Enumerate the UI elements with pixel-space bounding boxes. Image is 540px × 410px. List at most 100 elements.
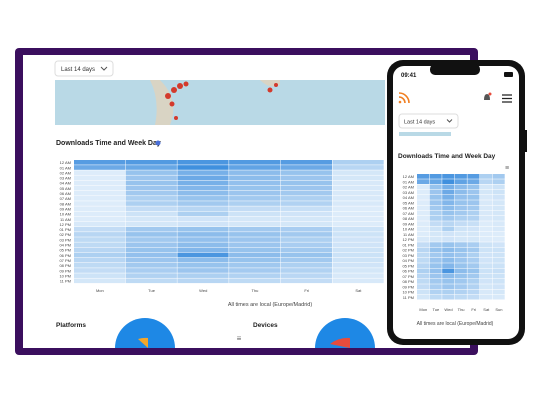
heat-cell: [177, 185, 229, 191]
heat-cell: [332, 211, 384, 217]
hour-label: 07 AM: [60, 196, 71, 201]
heat-cell: [442, 242, 455, 247]
heat-cell: [492, 205, 505, 211]
heat-cell: [280, 263, 332, 268]
day-label: Sat: [355, 288, 362, 293]
day-label: Thu: [251, 288, 258, 293]
heat-cell: [442, 221, 455, 226]
heat-cell: [229, 180, 281, 186]
heat-cell: [332, 185, 384, 191]
heat-cell: [454, 237, 467, 242]
range-select[interactable]: [54, 60, 114, 77]
heat-cell: [417, 268, 430, 274]
heat-cell: [480, 247, 493, 253]
devices-title: Devices: [253, 322, 278, 329]
heatmap-title: Downloads Time and Week Day: [56, 140, 161, 147]
heat-cell: [74, 263, 126, 268]
heat-cell: [125, 247, 177, 253]
heat-cell: [280, 170, 332, 175]
heat-cell: [177, 268, 229, 273]
hour-label: 12 AM: [403, 174, 414, 179]
heat-cell: [74, 226, 126, 232]
heat-cell: [332, 252, 384, 258]
heat-cell: [74, 180, 126, 186]
heat-cell: [467, 284, 480, 289]
heat-cell: [454, 258, 467, 263]
heat-cell: [442, 189, 455, 195]
notch: [430, 64, 480, 75]
heat-cell: [492, 252, 505, 258]
heat-cell: [429, 268, 442, 274]
heat-cell: [417, 210, 430, 216]
heat-cell: [280, 206, 332, 211]
heat-cell: [417, 237, 430, 242]
heat-cell: [429, 242, 442, 247]
heat-cell: [229, 175, 281, 181]
heat-cell: [125, 175, 177, 181]
heat-cell: [429, 216, 442, 221]
heat-cell: [429, 279, 442, 284]
heat-cell: [177, 211, 229, 217]
heat-cell: [454, 279, 467, 284]
heat-cell: [417, 263, 430, 268]
heat-cell: [125, 190, 177, 196]
day-label: Wed: [444, 307, 452, 312]
heat-cell: [492, 268, 505, 274]
hour-label: 11 PM: [403, 295, 414, 300]
heat-cell: [229, 160, 281, 165]
heat-cell: [429, 247, 442, 253]
heat-cell: [454, 179, 467, 184]
heat-cell: [74, 232, 126, 237]
hour-label: 05 AM: [403, 200, 414, 205]
heat-cell: [229, 196, 281, 201]
heat-cell: [492, 174, 505, 179]
heat-cell: [332, 257, 384, 263]
heat-cell: [177, 232, 229, 237]
day-label: Thu: [458, 307, 465, 312]
menu-icon[interactable]: ≡: [237, 334, 242, 343]
hour-label: 04 AM: [60, 181, 71, 186]
heat-cell: [492, 258, 505, 263]
heat-cell: [480, 263, 493, 268]
menu-icon[interactable]: ≡: [505, 165, 509, 172]
heat-cell: [177, 278, 229, 284]
heat-cell: [229, 263, 281, 268]
heat-cell: [280, 252, 332, 258]
heat-cell: [125, 196, 177, 201]
heat-cell: [429, 179, 442, 184]
heat-cell: [492, 184, 505, 190]
heat-cell: [74, 268, 126, 273]
heat-cell: [332, 190, 384, 196]
heat-cell: [442, 200, 455, 205]
platforms-title: Platforms: [56, 322, 86, 329]
heat-cell: [480, 221, 493, 226]
heat-cell: [229, 268, 281, 273]
hour-label: 01 PM: [402, 242, 414, 247]
heat-cell: [442, 294, 455, 300]
bell[interactable]: [484, 94, 490, 100]
heat-cell: [429, 263, 442, 268]
heat-cell: [467, 221, 480, 226]
hamburger[interactable]: [502, 94, 512, 103]
heat-cell: [332, 268, 384, 273]
heat-cell: [417, 179, 430, 184]
heat-cell: [442, 237, 455, 242]
heat-cell: [442, 174, 455, 179]
heat-cell: [429, 221, 442, 226]
hour-label: 11 AM: [60, 217, 71, 222]
heat-cell: [480, 226, 493, 232]
heat-cell: [467, 216, 480, 221]
donut-slice: [330, 337, 350, 348]
heat-cell: [332, 278, 384, 284]
heat-cell: [280, 221, 332, 227]
heat-cell: [429, 231, 442, 237]
mobile-range-select[interactable]: [398, 113, 459, 129]
heat-cell: [229, 221, 281, 227]
heat-cell: [454, 216, 467, 221]
hour-label: 02 PM: [59, 232, 71, 237]
heat-cell: [429, 200, 442, 205]
heat-cell: [332, 263, 384, 268]
hour-label: 10 AM: [60, 212, 71, 217]
heat-cell: [492, 242, 505, 247]
info-icon[interactable]: [155, 140, 161, 146]
